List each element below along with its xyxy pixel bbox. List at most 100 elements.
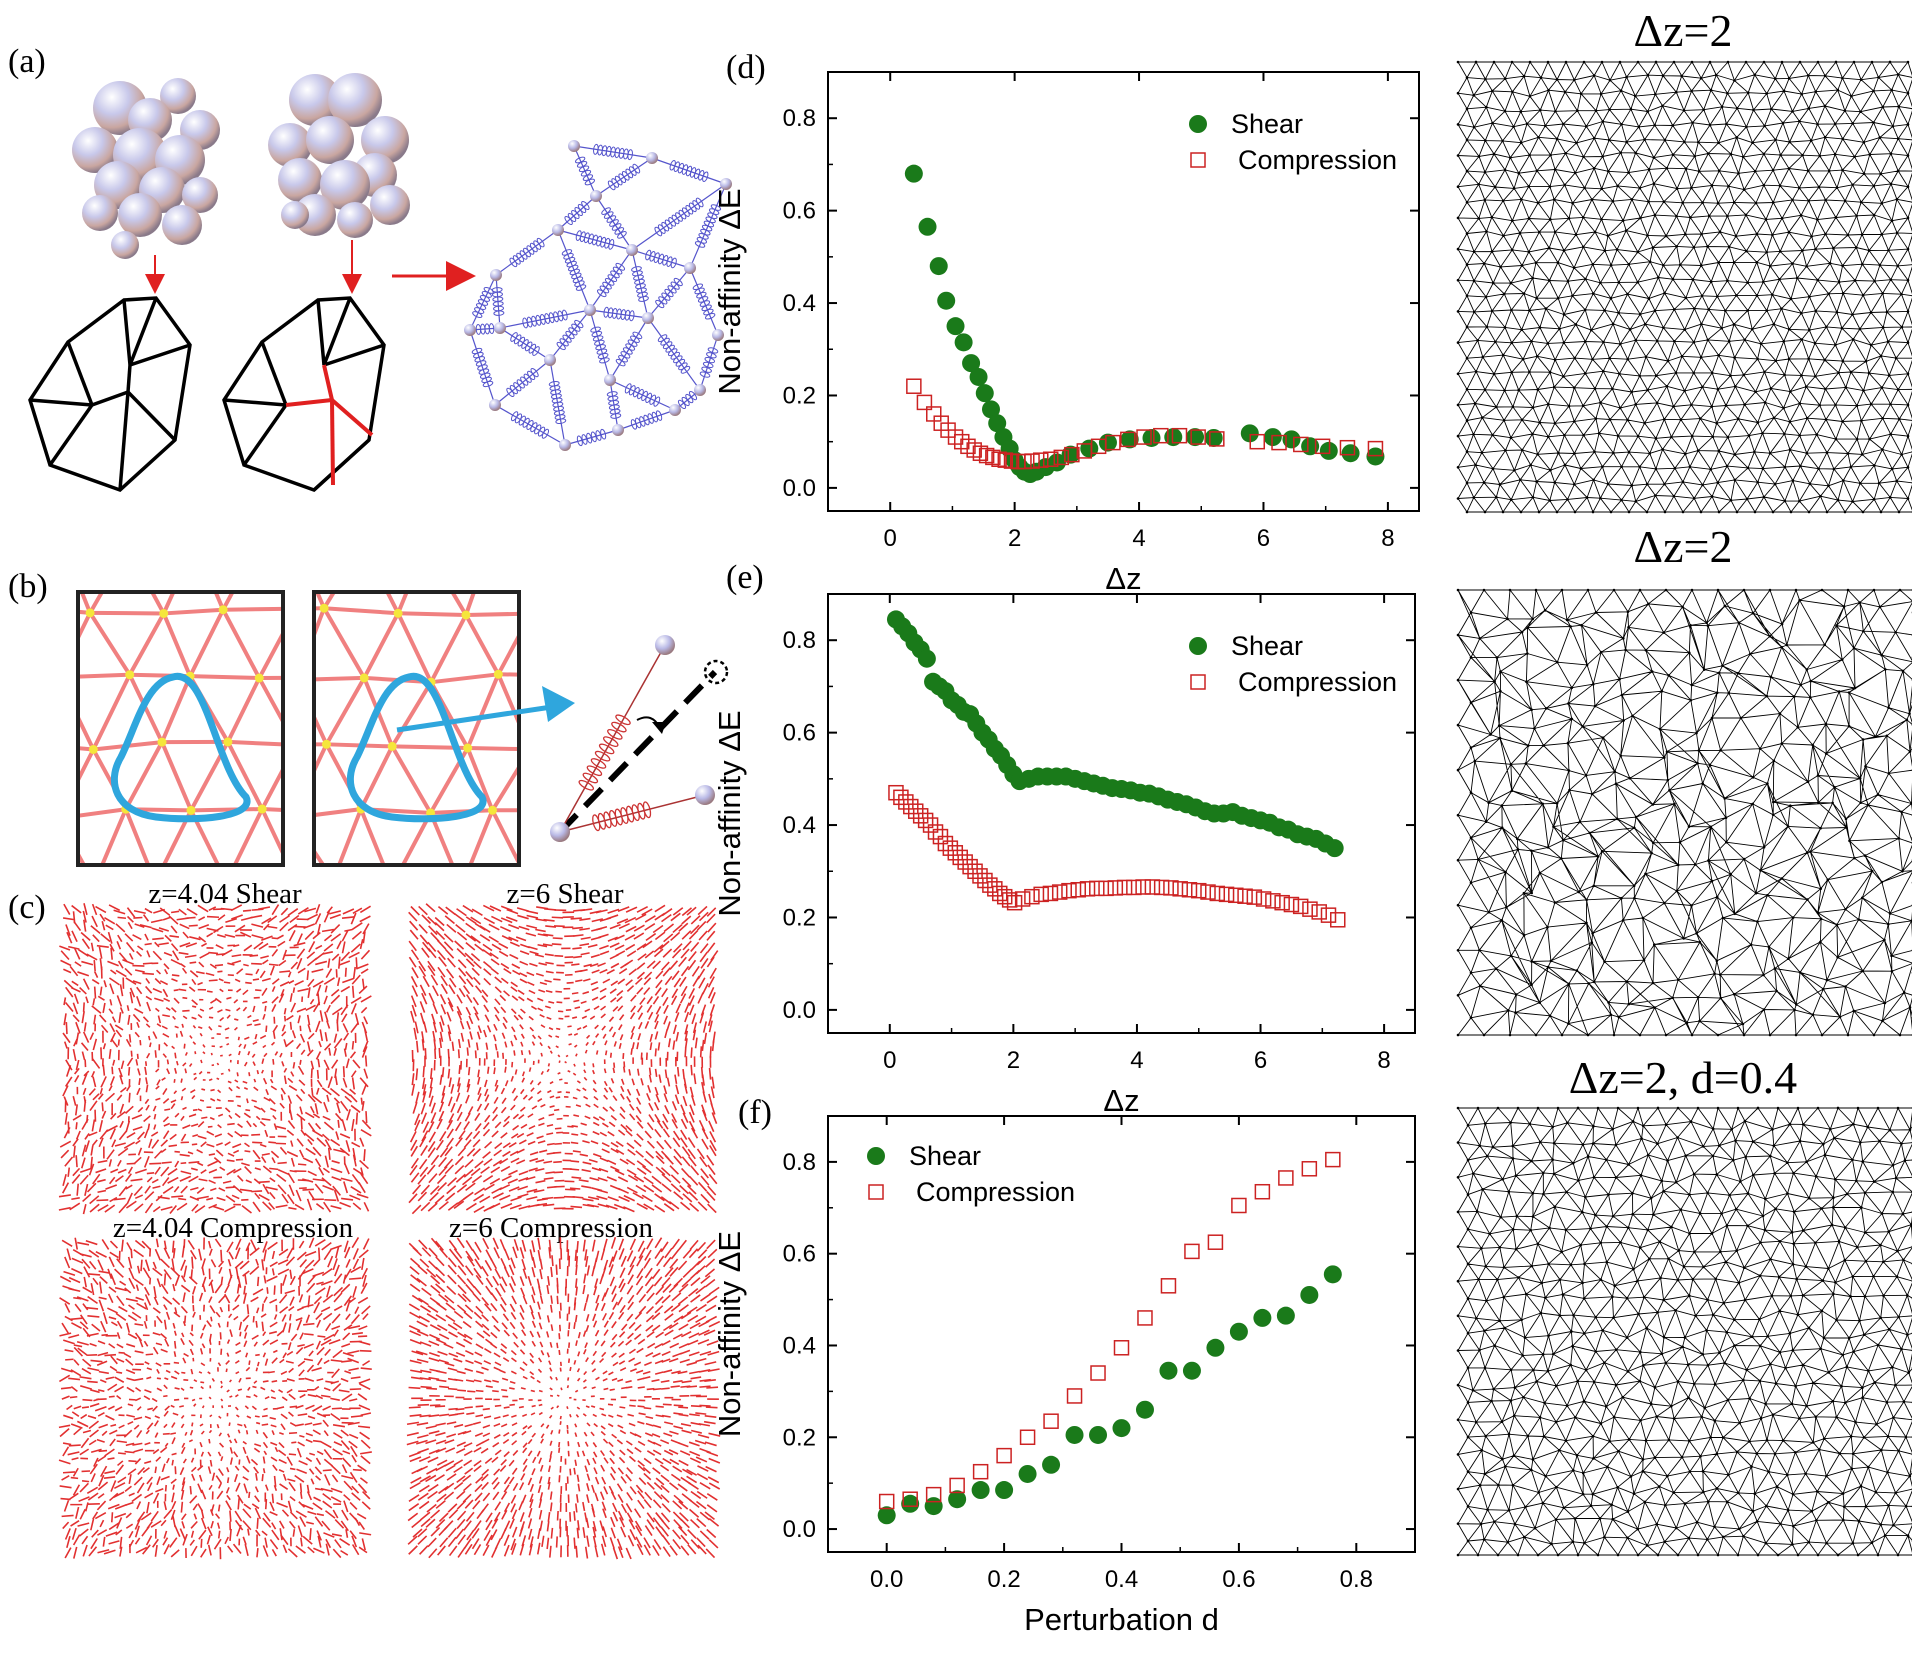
field-arrow <box>595 1340 598 1345</box>
lattice-bond <box>324 608 398 613</box>
lattice-node <box>388 742 397 751</box>
field-arrow <box>92 1530 99 1537</box>
field-arrow <box>417 1041 418 1053</box>
field-arrow <box>538 1008 543 1010</box>
field-arrow <box>237 1008 240 1011</box>
field-arrow <box>83 1088 85 1095</box>
field-arrow <box>477 1104 481 1111</box>
field-arrow <box>161 1334 167 1339</box>
field-arrow <box>182 1024 183 1028</box>
field-arrow <box>665 1156 673 1164</box>
field-arrow <box>195 1051 196 1054</box>
field-arrow <box>474 1380 482 1382</box>
field-arrow <box>532 1286 535 1295</box>
field-arrow <box>329 1148 330 1160</box>
field-arrow <box>63 1033 70 1043</box>
field-arrow <box>603 1313 607 1320</box>
field-arrow <box>82 1536 87 1544</box>
field-arrow <box>557 1343 558 1348</box>
field-arrow <box>122 960 133 964</box>
field-arrow <box>655 913 665 920</box>
field-arrow <box>219 1469 224 1476</box>
field-arrow <box>324 1388 330 1390</box>
field-arrow <box>71 1269 82 1274</box>
field-arrow <box>662 1341 670 1345</box>
field-arrow <box>532 1433 535 1437</box>
field-arrow <box>359 1405 370 1410</box>
field-arrow <box>593 1041 595 1045</box>
field-arrow <box>228 1259 230 1266</box>
field-arrow <box>158 1016 160 1023</box>
field-arrow <box>603 979 610 983</box>
field-arrow <box>630 1369 636 1372</box>
field-arrow <box>145 1417 151 1419</box>
field-arrow <box>361 1098 362 1105</box>
field-arrow <box>631 995 636 1001</box>
field-arrow <box>300 1333 303 1340</box>
field-arrow <box>342 931 348 942</box>
field-arrow <box>412 968 418 978</box>
field-arrow <box>643 1377 650 1379</box>
field-arrow <box>65 1257 70 1268</box>
field-arrow <box>600 1359 604 1363</box>
field-arrow <box>95 907 105 913</box>
field-arrow <box>448 1178 457 1186</box>
field-arrow <box>80 988 87 994</box>
field-arrow <box>317 1451 323 1454</box>
field-arrow <box>529 1016 533 1019</box>
field-arrow <box>192 1204 198 1211</box>
field-arrow <box>332 1465 341 1473</box>
field-arrow <box>333 1433 342 1438</box>
field-arrow <box>142 973 153 974</box>
field-arrow <box>309 1033 315 1038</box>
field-arrow <box>592 997 598 1000</box>
field-arrow <box>232 961 241 964</box>
field-arrow <box>331 934 341 941</box>
field-arrow <box>335 1540 341 1548</box>
field-arrow <box>526 926 537 929</box>
field-arrow <box>349 1434 358 1438</box>
field-arrow <box>484 1122 490 1129</box>
lattice-bond <box>595 605 632 677</box>
field-arrow <box>271 1390 275 1392</box>
lattice-node <box>289 949 298 958</box>
spring-network <box>464 140 732 451</box>
field-arrow <box>579 1180 589 1182</box>
field-arrow <box>593 1080 596 1084</box>
field-arrow <box>593 1314 596 1321</box>
field-arrow <box>583 1387 586 1389</box>
field-arrow <box>709 1174 716 1183</box>
field-arrow <box>474 1286 481 1294</box>
lattice-bond <box>228 678 259 742</box>
field-arrow <box>182 1246 184 1258</box>
field-arrow <box>316 1021 320 1032</box>
field-arrow <box>235 925 245 931</box>
field-arrow <box>704 1033 706 1044</box>
field-arrow <box>426 904 435 912</box>
field-arrow <box>683 1269 692 1277</box>
field-arrow <box>273 1465 277 1471</box>
field-arrow <box>551 1430 553 1434</box>
field-arrow <box>73 1049 75 1061</box>
field-arrow <box>230 1440 232 1443</box>
field-arrow <box>512 1433 517 1436</box>
field-arrow <box>147 1502 149 1513</box>
field-arrow <box>85 1022 86 1031</box>
field-arrow <box>449 1332 458 1337</box>
field-arrow <box>296 1348 302 1354</box>
field-arrow <box>180 1529 185 1540</box>
field-arrow <box>429 926 437 935</box>
field-arrow <box>234 1019 238 1020</box>
field-arrow <box>664 1093 667 1102</box>
field-arrow <box>303 1324 314 1325</box>
field-arrow <box>324 935 331 941</box>
field-arrow <box>682 1157 690 1166</box>
field-arrow <box>288 925 297 931</box>
field-arrow <box>86 1502 88 1511</box>
field-arrow <box>164 1424 167 1427</box>
field-arrow <box>421 1202 430 1210</box>
field-arrow <box>103 1537 104 1547</box>
field-arrow <box>128 1315 136 1320</box>
field-arrow <box>198 1484 202 1493</box>
field-arrow <box>76 1155 77 1167</box>
